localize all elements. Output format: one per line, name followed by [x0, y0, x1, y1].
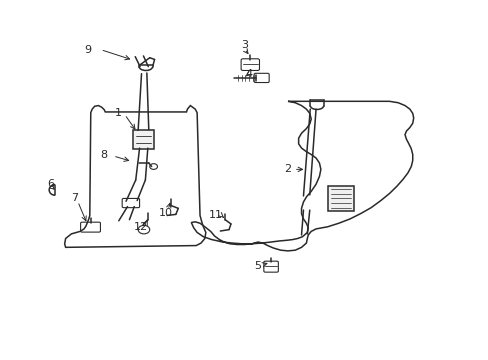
Text: 9: 9 [83, 45, 91, 55]
FancyBboxPatch shape [327, 186, 353, 211]
Text: 2: 2 [284, 165, 291, 174]
Text: 5: 5 [254, 261, 261, 271]
Text: 6: 6 [47, 179, 55, 189]
Text: 1: 1 [115, 108, 122, 118]
Text: 7: 7 [71, 193, 78, 203]
Text: 8: 8 [101, 150, 108, 160]
Text: 3: 3 [241, 40, 247, 50]
Text: 10: 10 [159, 208, 173, 217]
Text: 12: 12 [133, 222, 147, 232]
FancyBboxPatch shape [133, 130, 153, 149]
Text: 11: 11 [208, 210, 222, 220]
Text: 4: 4 [245, 69, 252, 79]
